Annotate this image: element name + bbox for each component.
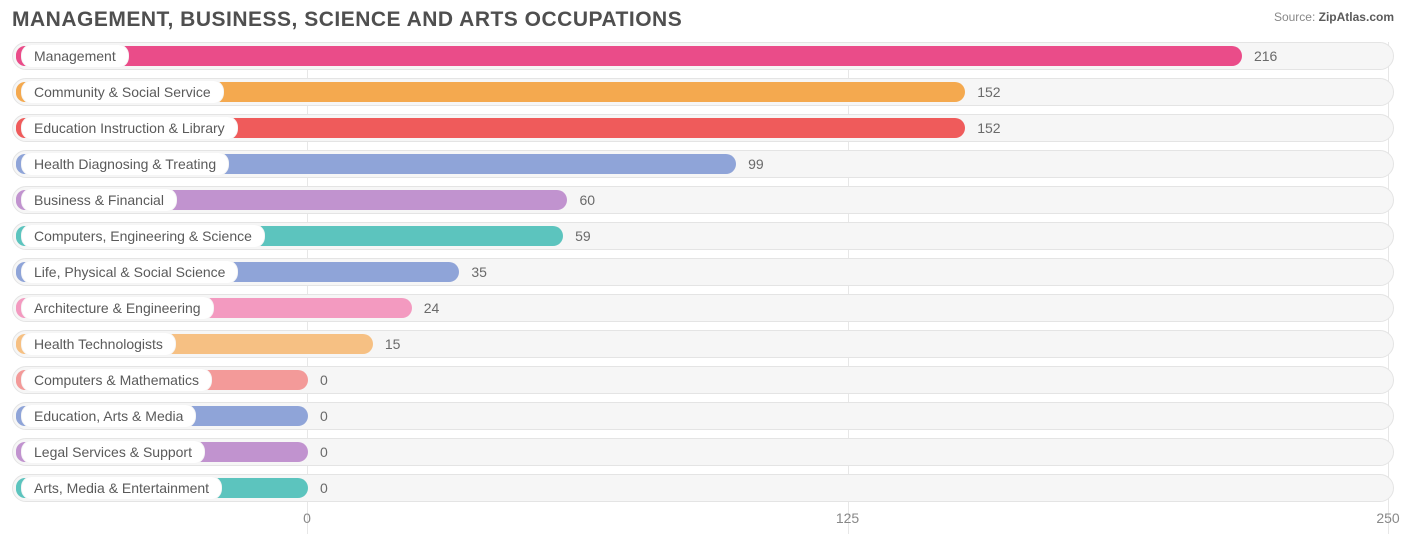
bar-value: 0 (320, 372, 328, 388)
bar-label: Health Technologists (21, 332, 176, 356)
plot-area: Management 216 Community & Social Service 1… (12, 42, 1394, 534)
chart-title: MANAGEMENT, BUSINESS, SCIENCE AND ARTS O… (12, 8, 682, 32)
bar-label: Life, Physical & Social Science (21, 260, 238, 284)
source-name: ZipAtlas.com (1319, 10, 1394, 24)
bar-value: 35 (471, 264, 487, 280)
bar-value: 0 (320, 444, 328, 460)
source-prefix: Source: (1274, 10, 1315, 24)
bar-value: 216 (1254, 48, 1277, 64)
x-tick-label: 250 (1376, 510, 1399, 526)
bar-row: Architecture & Engineering 24 (12, 294, 1394, 322)
bar-value: 0 (320, 408, 328, 424)
bar-label: Arts, Media & Entertainment (21, 476, 222, 500)
bar-row: Computers, Engineering & Science 59 (12, 222, 1394, 250)
bar-label: Management (21, 44, 129, 68)
chart-header: MANAGEMENT, BUSINESS, SCIENCE AND ARTS O… (12, 8, 1394, 32)
bar-label: Legal Services & Support (21, 440, 205, 464)
bar-row: Life, Physical & Social Science 35 (12, 258, 1394, 286)
bars-wrap: Management 216 Community & Social Service 1… (12, 42, 1394, 502)
bar-value: 99 (748, 156, 764, 172)
bar-row: Arts, Media & Entertainment 0 (12, 474, 1394, 502)
bar-row: Legal Services & Support 0 (12, 438, 1394, 466)
bar-row: Management 216 (12, 42, 1394, 70)
bar-value: 24 (424, 300, 440, 316)
bar-label: Computers, Engineering & Science (21, 224, 265, 248)
bar-fill (16, 46, 1242, 66)
bar-label: Education Instruction & Library (21, 116, 238, 140)
bar-value: 59 (575, 228, 591, 244)
bar-value: 60 (579, 192, 595, 208)
bar-row: Education Instruction & Library 152 (12, 114, 1394, 142)
bar-value: 15 (385, 336, 401, 352)
bar-label: Health Diagnosing & Treating (21, 152, 229, 176)
chart-source: Source: ZipAtlas.com (1274, 8, 1394, 24)
bar-label: Community & Social Service (21, 80, 224, 104)
bar-row: Computers & Mathematics 0 (12, 366, 1394, 394)
bar-value: 152 (977, 84, 1000, 100)
x-tick-label: 0 (303, 510, 311, 526)
bar-value: 152 (977, 120, 1000, 136)
chart-container: MANAGEMENT, BUSINESS, SCIENCE AND ARTS O… (0, 0, 1406, 534)
bar-label: Business & Financial (21, 188, 177, 212)
bar-row: Health Diagnosing & Treating 99 (12, 150, 1394, 178)
bar-label: Architecture & Engineering (21, 296, 214, 320)
bar-row: Business & Financial 60 (12, 186, 1394, 214)
bar-label: Education, Arts & Media (21, 404, 196, 428)
x-axis: 0125250 (12, 510, 1394, 534)
bar-row: Health Technologists 15 (12, 330, 1394, 358)
bar-row: Community & Social Service 152 (12, 78, 1394, 106)
bar-label: Computers & Mathematics (21, 368, 212, 392)
bar-value: 0 (320, 480, 328, 496)
x-tick-label: 125 (836, 510, 859, 526)
bar-row: Education, Arts & Media 0 (12, 402, 1394, 430)
